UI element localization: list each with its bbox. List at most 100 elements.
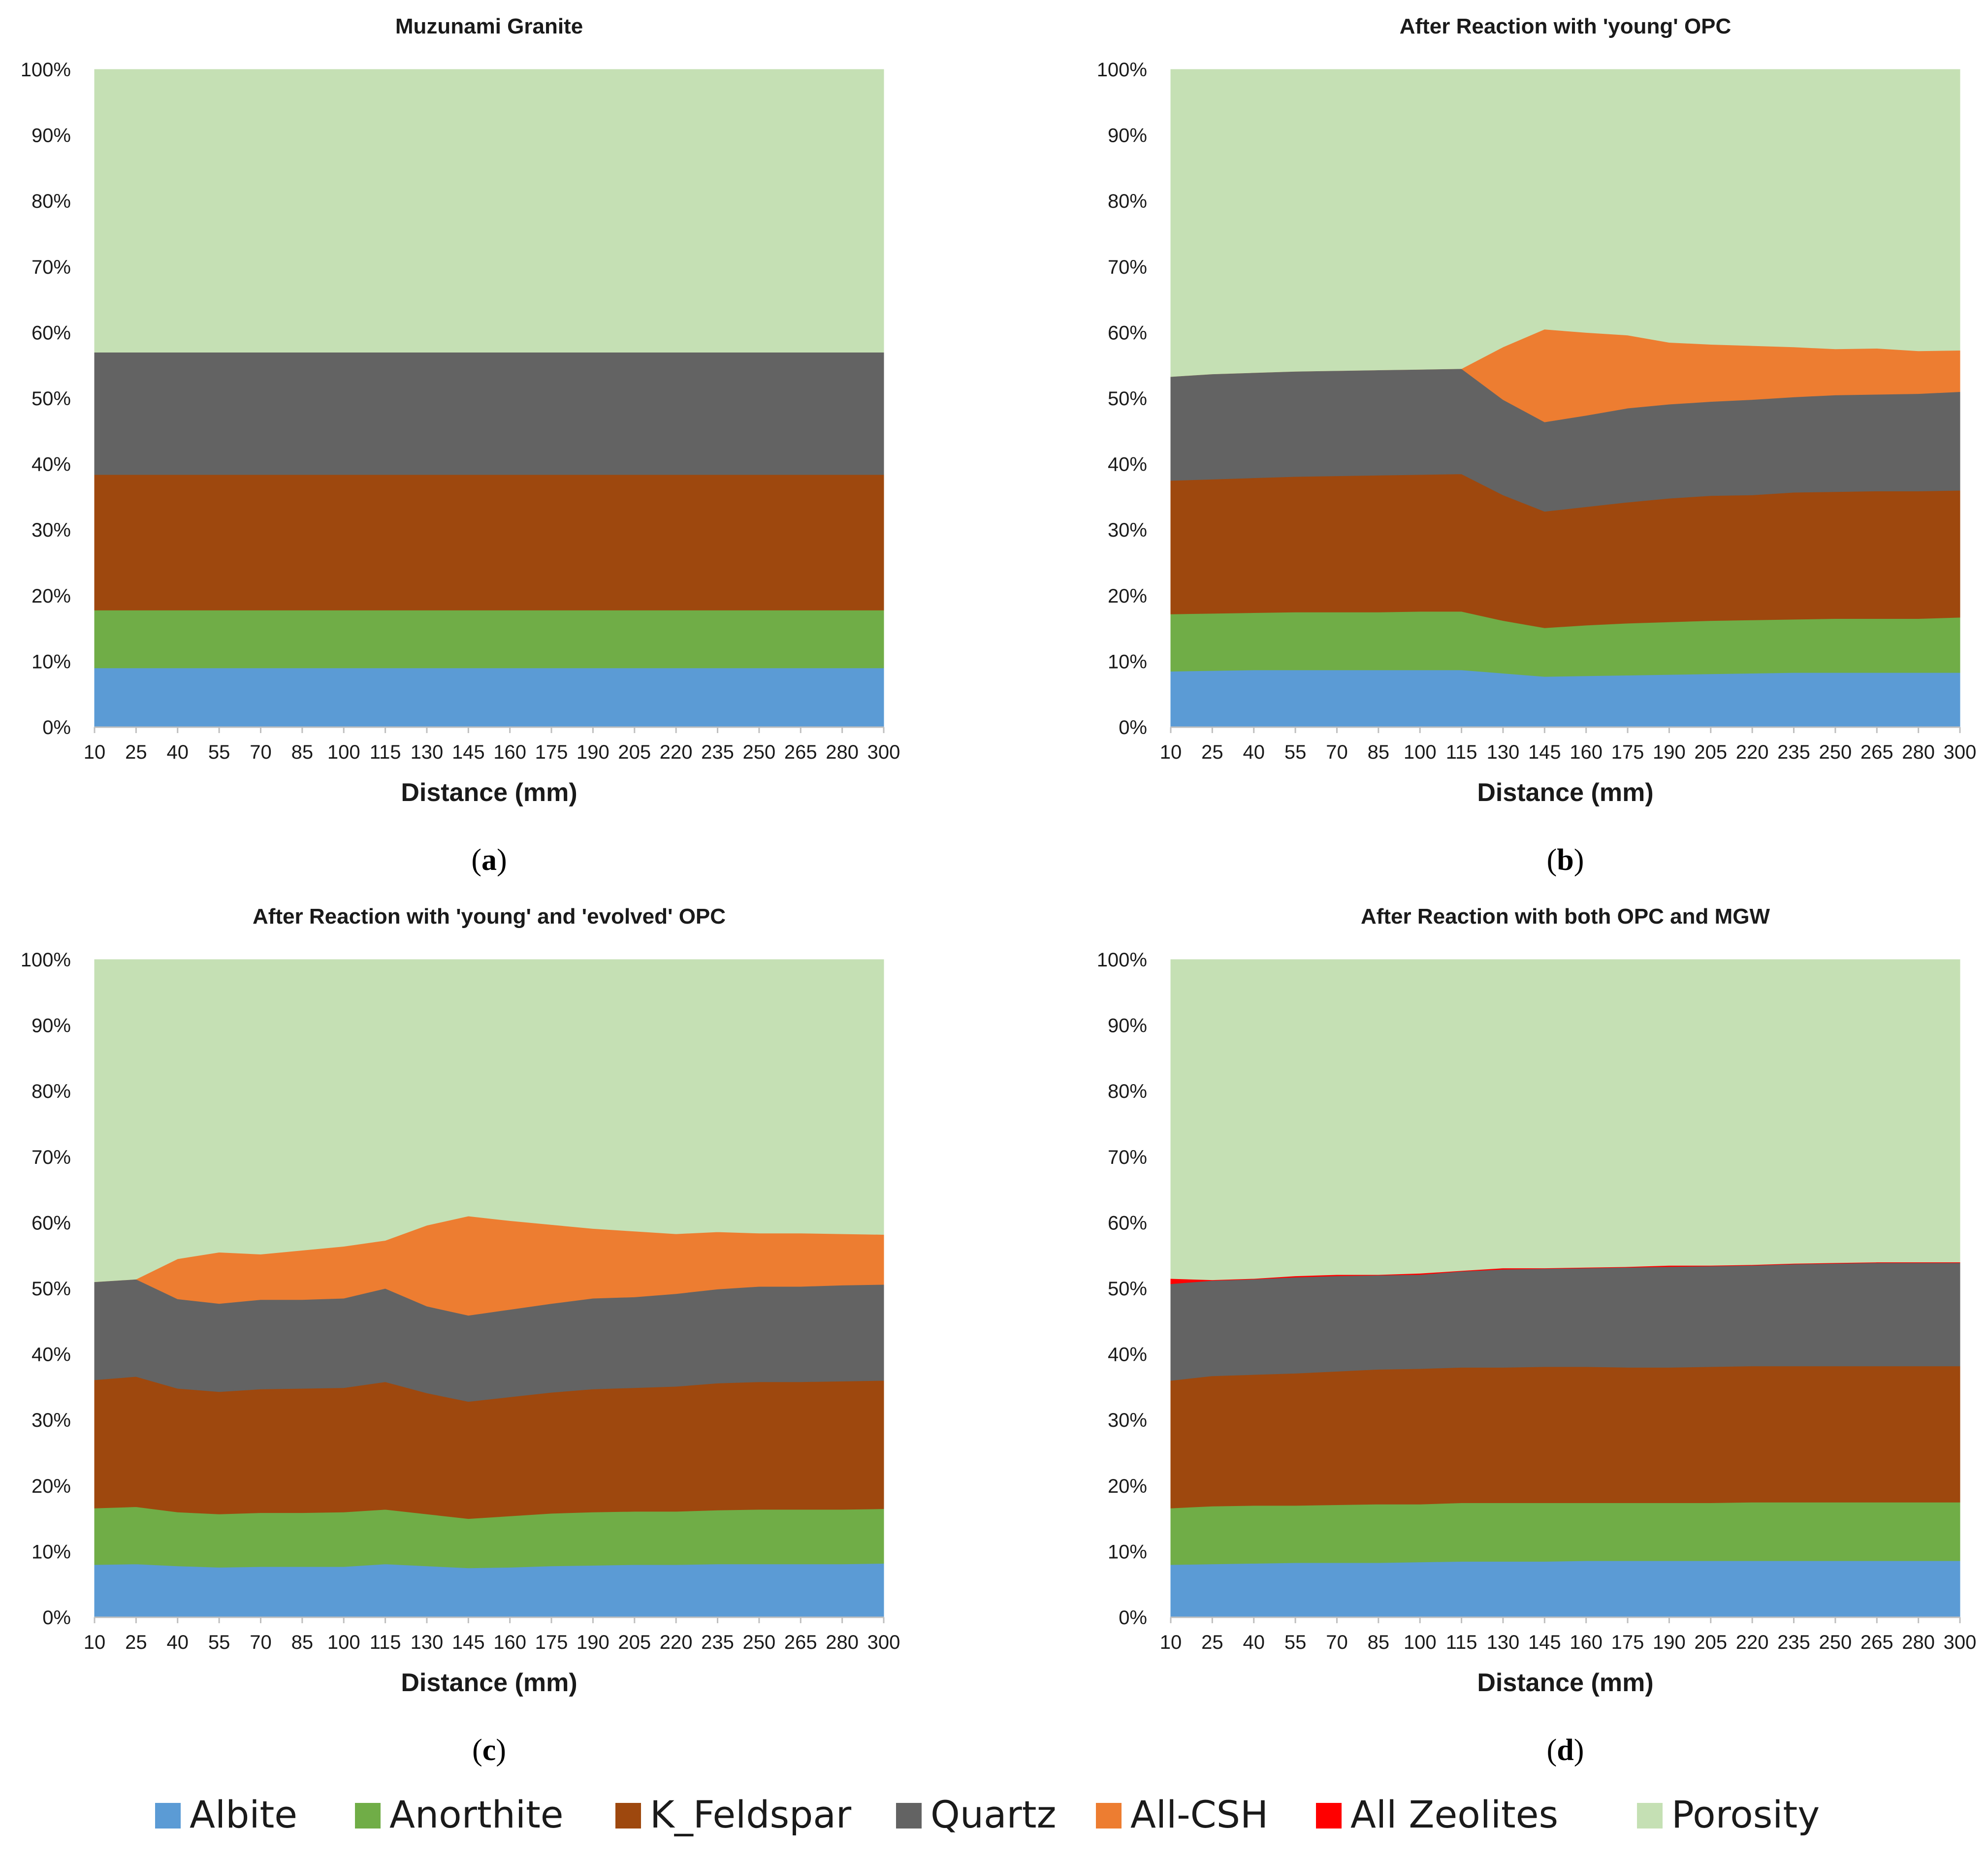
legend-swatch-all-csh: [1096, 1803, 1122, 1829]
x-tick-label: 25: [1201, 741, 1223, 763]
x-tick-label: 10: [84, 741, 106, 763]
x-tick-label: 205: [1694, 741, 1727, 763]
legend-label-quartz: Quartz: [930, 1793, 1057, 1836]
x-tick-label: 100: [1404, 1632, 1437, 1653]
y-tick-label: 100%: [21, 949, 71, 971]
x-tick-label: 145: [452, 741, 485, 763]
x-tick-label: 85: [291, 741, 314, 763]
x-tick-label: 250: [743, 741, 776, 763]
x-axis-title: Distance (mm): [1477, 1668, 1653, 1697]
y-tick-label: 60%: [1108, 322, 1147, 344]
x-tick-label: 55: [1284, 1632, 1307, 1653]
x-tick-label: 205: [1694, 1632, 1727, 1653]
x-tick-label: 70: [250, 741, 272, 763]
x-tick-label: 175: [1611, 741, 1644, 763]
x-tick-label: 40: [166, 1632, 189, 1653]
y-tick-label: 30%: [1108, 519, 1147, 541]
y-tick-label: 50%: [1108, 388, 1147, 410]
legend-swatch-porosity: [1637, 1803, 1663, 1829]
legend-swatch-albite: [155, 1803, 181, 1829]
x-tick-label: 160: [493, 1632, 526, 1653]
area-albite: [1170, 1560, 1960, 1618]
chart-title: After Reaction with 'young' OPC: [1400, 14, 1731, 38]
x-tick-label: 250: [1819, 741, 1852, 763]
x-tick-label: 145: [452, 1632, 485, 1653]
y-tick-label: 20%: [1108, 585, 1147, 607]
y-tick-label: 100%: [21, 59, 71, 81]
x-tick-label: 85: [1368, 741, 1390, 763]
legend-swatch-all-zeolites: [1316, 1803, 1342, 1829]
x-tick-label: 300: [867, 1632, 900, 1653]
area-albite: [1170, 670, 1960, 728]
x-tick-label: 55: [208, 741, 230, 763]
x-tick-label: 55: [208, 1632, 230, 1653]
x-tick-label: 40: [1243, 741, 1265, 763]
legend-swatch-anorthite: [355, 1803, 381, 1829]
x-tick-label: 220: [660, 1632, 693, 1653]
x-tick-label: 160: [493, 741, 526, 763]
x-tick-label: 280: [826, 1632, 859, 1653]
x-tick-label: 265: [784, 1632, 817, 1653]
x-tick-label: 190: [577, 1632, 609, 1653]
y-tick-label: 100%: [1097, 59, 1147, 81]
area-porosity: [1170, 959, 1960, 1281]
x-tick-label: 175: [535, 741, 568, 763]
y-tick-label: 80%: [32, 1081, 71, 1102]
y-tick-label: 0%: [1119, 717, 1147, 738]
legend-label-porosity: Porosity: [1671, 1793, 1820, 1836]
y-tick-label: 40%: [32, 454, 71, 476]
y-tick-label: 100%: [1097, 949, 1147, 971]
legend-label-all-zeolites: All Zeolites: [1350, 1793, 1558, 1836]
x-tick-label: 205: [618, 741, 651, 763]
panel-label: (d): [1547, 1733, 1584, 1767]
chart-panel-d: After Reaction with both OPC and MGW 0% 10…: [1097, 904, 1977, 1767]
x-tick-label: 175: [1611, 1632, 1644, 1653]
y-tick-label: 10%: [1108, 651, 1147, 673]
x-tick-label: 25: [125, 741, 147, 763]
y-tick-label: 80%: [1108, 191, 1147, 212]
y-tick-label: 80%: [1108, 1081, 1147, 1102]
x-tick-label: 115: [370, 1632, 401, 1653]
y-tick-label: 90%: [32, 125, 71, 147]
y-tick-label: 60%: [32, 1212, 71, 1234]
y-tick-label: 70%: [32, 1147, 71, 1168]
x-tick-label: 100: [1404, 741, 1437, 763]
y-tick-label: 20%: [1108, 1476, 1147, 1497]
x-tick-label: 235: [1777, 1632, 1810, 1653]
y-tick-label: 50%: [32, 388, 71, 410]
x-tick-label: 40: [166, 741, 189, 763]
y-tick-label: 0%: [42, 717, 71, 738]
x-tick-label: 115: [1446, 741, 1477, 763]
x-tick-label: 265: [784, 741, 817, 763]
legend-label-anorthite: Anorthite: [389, 1793, 564, 1836]
x-tick-label: 115: [1446, 1632, 1477, 1653]
legend-swatch-quartz: [896, 1803, 922, 1829]
y-tick-label: 80%: [32, 191, 71, 212]
legend-label-albite: Albite: [190, 1793, 297, 1836]
x-tick-label: 145: [1528, 741, 1561, 763]
x-tick-label: 10: [84, 1632, 106, 1653]
y-tick-label: 10%: [32, 1541, 71, 1563]
x-axis-title: Distance (mm): [1477, 778, 1653, 807]
x-tick-label: 145: [1528, 1632, 1561, 1653]
x-tick-label: 10: [1160, 741, 1182, 763]
y-tick-label: 30%: [32, 1410, 71, 1431]
y-tick-label: 90%: [1108, 1015, 1147, 1037]
y-tick-label: 70%: [1108, 257, 1147, 278]
x-tick-label: 100: [327, 1632, 360, 1653]
area-anorthite: [1170, 1502, 1960, 1565]
y-tick-label: 10%: [1108, 1541, 1147, 1563]
area-porosity: [94, 959, 884, 1283]
x-tick-label: 130: [1487, 741, 1520, 763]
x-tick-label: 265: [1860, 741, 1893, 763]
area-k-feldspar: [94, 474, 884, 610]
y-tick-label: 30%: [1108, 1410, 1147, 1431]
y-tick-label: 70%: [1108, 1147, 1147, 1168]
x-tick-label: 280: [1902, 1632, 1935, 1653]
y-tick-label: 50%: [32, 1278, 71, 1300]
area-albite: [94, 668, 884, 728]
x-tick-label: 70: [250, 1632, 272, 1653]
panel-label: (a): [471, 843, 507, 877]
area-anorthite: [94, 610, 884, 669]
